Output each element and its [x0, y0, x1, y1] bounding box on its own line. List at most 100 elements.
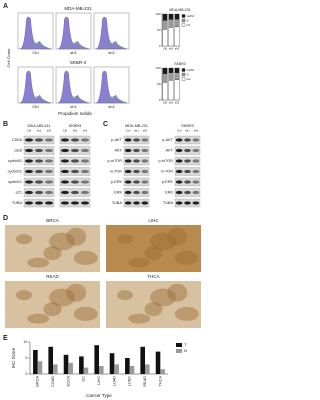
x-tick-label: COAD — [51, 376, 55, 387]
blot-band — [175, 159, 183, 163]
blot-band — [133, 169, 140, 174]
tissue-label: BRCA — [46, 218, 59, 223]
blot-band — [133, 180, 140, 184]
legend-swatch — [181, 18, 186, 23]
legend-swatch — [176, 343, 182, 347]
row-title: MDA-MB-231 — [64, 6, 92, 11]
g1-peak — [57, 16, 90, 50]
legend-label: S — [187, 72, 189, 76]
ihc-image — [5, 225, 100, 272]
blot-band — [61, 159, 69, 163]
protein-label: ERK — [114, 191, 122, 195]
panel-label: E — [3, 335, 8, 342]
blot-band — [192, 138, 200, 142]
ihc-image — [106, 225, 201, 272]
blot-band — [175, 148, 183, 153]
x-axis-label: Propidium Iodide — [58, 111, 92, 116]
bar-segment — [174, 67, 180, 73]
blot-band — [192, 190, 200, 195]
chart-title: MDA-MB-231 — [169, 8, 190, 12]
blot-band — [35, 190, 43, 195]
blot-band — [61, 148, 69, 153]
legend-swatch — [181, 77, 186, 81]
ihc-image — [106, 281, 201, 328]
blot-band — [184, 148, 191, 153]
protein-label: m-TOR — [110, 170, 123, 174]
lane-label: sh2 — [47, 129, 52, 133]
lane-label: Ctrl — [63, 129, 68, 133]
blot-band — [71, 180, 79, 184]
bar-segment — [168, 72, 174, 81]
blot-band — [141, 180, 149, 184]
bar-segment — [162, 13, 168, 21]
legend-label: G1 — [187, 77, 191, 81]
x-tick-label: ESCA — [66, 376, 70, 387]
s-phase-curve — [66, 95, 89, 104]
lane-label: sh2 — [83, 129, 88, 133]
blot-band — [133, 138, 140, 142]
blot-band — [133, 148, 140, 153]
ihc-stain — [16, 234, 32, 245]
panel-label: B — [3, 121, 8, 128]
lane-label: sh1 — [134, 129, 139, 133]
bar-segment — [168, 13, 174, 20]
blot-band — [25, 138, 33, 142]
blot-band — [71, 201, 79, 205]
x-tick-label: Ctrl — [163, 101, 168, 105]
lane-label: sh2 — [194, 129, 199, 133]
blot-band — [25, 159, 33, 163]
bar-segment — [162, 29, 168, 47]
blot-band — [25, 190, 33, 195]
legend-swatch — [176, 349, 182, 353]
x-tick-label: sh2 — [175, 47, 180, 51]
bar-segment — [168, 27, 174, 47]
bar — [37, 361, 43, 374]
ihc-stain — [73, 306, 98, 321]
bar — [63, 354, 69, 374]
y-tick-label: 50 — [157, 28, 161, 32]
x-tick-label: LUAD — [112, 376, 116, 386]
blot-band — [61, 180, 69, 184]
panel-label: A — [3, 3, 8, 10]
protein-label: ERK — [165, 191, 173, 195]
tissue-label: THCA — [147, 274, 159, 279]
protein-label: m-TOR — [161, 170, 174, 174]
blot-band — [81, 180, 89, 184]
protein-label: p-AKT — [111, 138, 122, 142]
blot-band — [175, 201, 183, 205]
ihc-stain — [27, 313, 50, 324]
protein-label: TUBA — [12, 201, 23, 205]
protein-label: cyclinE1 — [8, 180, 22, 184]
bar — [68, 362, 73, 374]
blot-band — [124, 148, 132, 153]
blot-band — [81, 201, 89, 205]
blot-band — [192, 201, 200, 205]
sample-label: sh2 — [108, 104, 115, 109]
bar — [83, 367, 89, 374]
protein-label: AKT — [115, 149, 123, 153]
sample-label: sh1 — [70, 104, 77, 109]
blot-band — [81, 169, 89, 174]
blot-band — [81, 190, 89, 195]
legend-swatch — [181, 14, 186, 18]
y-tick-label: 10 — [23, 340, 27, 344]
y-tick-label: 0 — [159, 98, 161, 102]
ihc-stain — [49, 232, 75, 251]
protein-label: p-ERK — [111, 180, 123, 184]
bar-segment — [162, 82, 168, 101]
legend-swatch — [181, 68, 186, 72]
blot-band — [61, 138, 69, 142]
bar — [48, 346, 53, 374]
chart-title: SKBR3 — [174, 62, 186, 66]
bar-segment — [174, 13, 180, 20]
ihc-stain — [66, 227, 87, 246]
blot-band — [25, 180, 33, 184]
blot-band — [71, 159, 79, 163]
ihc-stain — [49, 288, 75, 307]
blot-band — [124, 201, 132, 205]
blot-band — [141, 148, 149, 153]
x-tick-label: sh2 — [175, 101, 180, 105]
blot-band — [184, 159, 191, 163]
x-tick-label: sh1 — [169, 101, 174, 105]
